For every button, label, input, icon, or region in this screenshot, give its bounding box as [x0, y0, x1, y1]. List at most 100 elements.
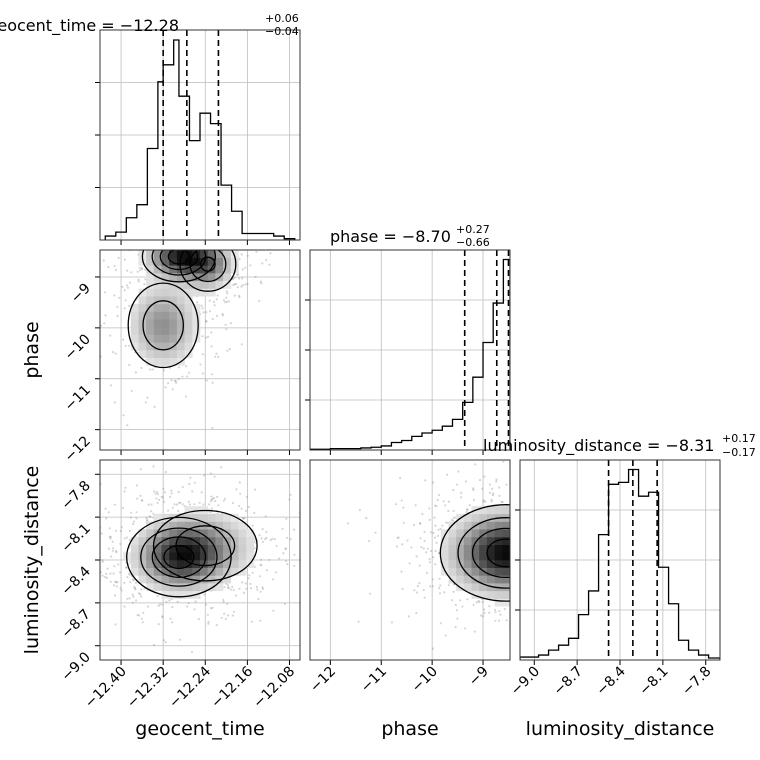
sample-point	[592, 517, 594, 519]
density-cell	[153, 567, 162, 576]
sample-point	[550, 610, 552, 612]
density-cell	[169, 288, 178, 297]
sample-point	[511, 572, 513, 574]
sample-point	[613, 496, 615, 498]
sample-point	[419, 537, 422, 540]
sample-point	[137, 280, 140, 283]
sample-point	[172, 240, 174, 242]
sample-point	[130, 225, 132, 227]
density-cell	[207, 575, 216, 584]
sample-point	[423, 596, 426, 599]
sample-point	[194, 245, 196, 247]
sample-point	[175, 238, 177, 240]
density-cell	[192, 265, 201, 274]
density-cell	[161, 544, 170, 553]
density-cell	[486, 506, 495, 515]
contour-line	[126, 516, 232, 598]
sample-point	[612, 578, 614, 580]
sample-point	[545, 552, 547, 554]
sample-point	[468, 504, 471, 507]
density-cell	[146, 560, 155, 568]
tick-label-y: −11	[62, 382, 94, 414]
sample-point	[524, 534, 526, 536]
sample-point	[447, 584, 450, 587]
sample-point	[413, 589, 416, 592]
density-cell	[138, 560, 147, 568]
sample-point	[443, 591, 446, 594]
sample-point	[536, 607, 538, 609]
tick-label-y: −9	[68, 280, 94, 306]
density-cell	[207, 536, 216, 545]
sample-point	[135, 484, 138, 487]
sample-point	[100, 324, 103, 327]
sample-point	[214, 234, 216, 236]
sample-point	[527, 629, 529, 631]
sample-point	[113, 565, 116, 568]
density-cell	[215, 521, 224, 530]
sample-point	[222, 242, 224, 244]
sample-point	[241, 268, 244, 271]
sample-point	[104, 291, 107, 294]
sample-point	[173, 231, 175, 233]
sample-point	[176, 211, 178, 213]
sample-point	[213, 244, 215, 246]
sample-point	[161, 496, 165, 499]
density-cell	[169, 311, 178, 320]
sample-point	[207, 335, 210, 339]
sample-point	[173, 228, 175, 230]
sample-point	[428, 518, 431, 522]
sample-point	[223, 586, 226, 589]
sample-point	[288, 498, 291, 501]
density-cell	[169, 357, 178, 366]
sample-point	[346, 522, 349, 525]
sample-point	[144, 278, 147, 281]
density-cell	[207, 250, 216, 258]
sample-point	[104, 314, 107, 317]
sample-point	[152, 247, 154, 249]
density-cell	[486, 575, 495, 584]
density-cell	[479, 590, 488, 599]
sample-point	[189, 244, 191, 246]
sample-point	[216, 242, 218, 244]
sample-point	[179, 247, 181, 249]
sample-point	[545, 562, 547, 564]
density-cell	[215, 250, 224, 258]
sample-point	[551, 494, 553, 496]
sample-point	[238, 296, 241, 299]
sample-point	[526, 505, 528, 507]
sample-point	[517, 588, 519, 590]
sample-point	[157, 247, 159, 249]
sample-point	[569, 564, 571, 566]
sample-point	[113, 265, 116, 268]
sample-point	[129, 580, 132, 584]
sample-point	[164, 386, 167, 389]
density-cell	[200, 567, 208, 576]
sample-point	[113, 294, 116, 297]
sample-point	[96, 525, 98, 527]
density-cell	[184, 265, 193, 274]
sample-point	[524, 552, 526, 554]
sample-point	[535, 523, 537, 525]
sample-point	[535, 569, 537, 571]
sample-point	[542, 536, 544, 538]
sample-point	[573, 515, 575, 517]
sample-point	[565, 595, 567, 597]
sample-point	[197, 247, 199, 249]
sample-point	[278, 557, 281, 560]
sample-point	[156, 501, 159, 504]
density-cell	[471, 536, 480, 545]
sample-point	[166, 245, 168, 247]
sample-point	[590, 595, 592, 597]
density-layer	[96, 465, 300, 654]
sample-point	[516, 546, 518, 548]
sample-point	[501, 500, 504, 504]
sample-point	[255, 585, 258, 589]
density-cell	[494, 521, 503, 530]
sample-point	[128, 281, 132, 284]
sample-point	[547, 538, 549, 540]
sample-point	[498, 494, 501, 497]
contour-line	[163, 545, 195, 570]
sample-point	[602, 551, 604, 553]
sample-point	[559, 502, 561, 504]
sample-point	[231, 614, 234, 617]
